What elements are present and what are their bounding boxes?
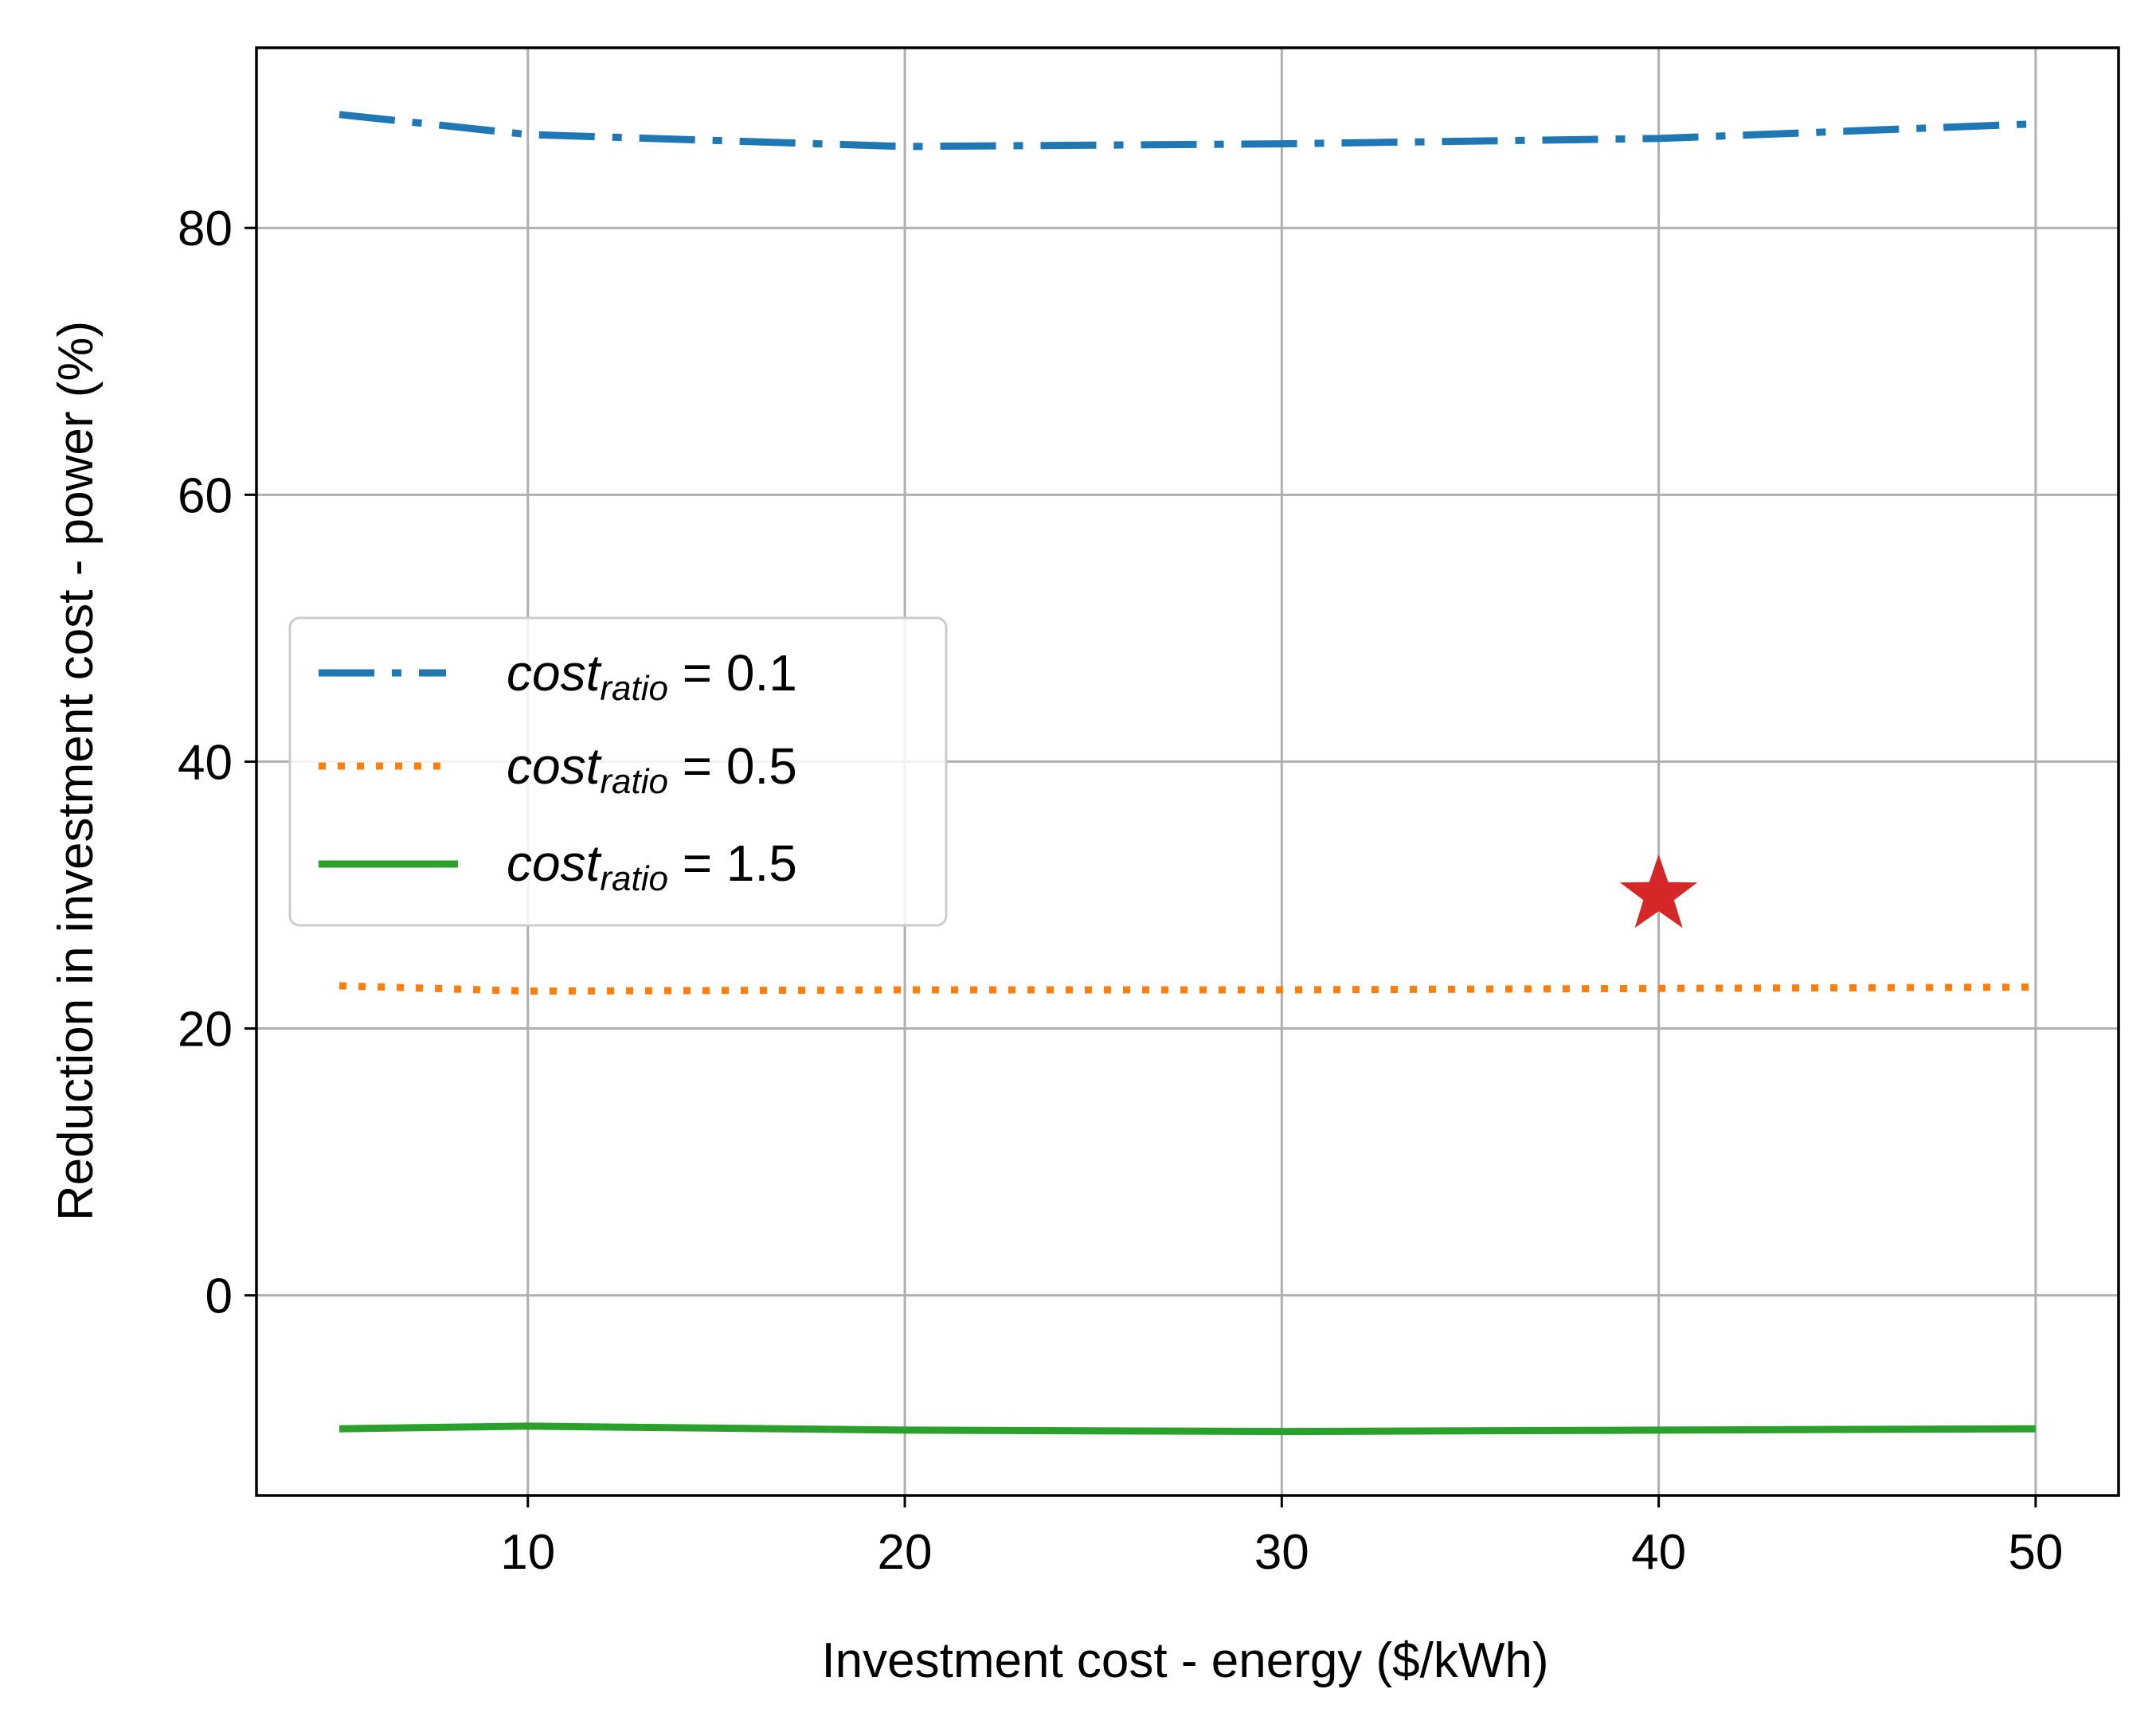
x-tick-label: 50 [2008, 1525, 2063, 1580]
series-line-3 [339, 1422, 2036, 1436]
series-line-1 [338, 111, 2037, 151]
legend-label-value: = 0.1 [668, 644, 797, 702]
star-marker [1619, 854, 1698, 929]
x-tick-label: 10 [500, 1525, 555, 1580]
legend-label-sub: ratio [600, 859, 668, 898]
x-tick-label: 40 [1631, 1525, 1686, 1580]
y-tick-label: 20 [178, 1003, 233, 1058]
highlight-marker [1619, 854, 1698, 929]
series-line-2 [338, 982, 2036, 995]
plot-frame [255, 46, 2120, 1497]
x-tick-label: 30 [1254, 1525, 1309, 1580]
x-axis-label: Investment cost - energy ($/kWh) [821, 1633, 1548, 1688]
legend-label-value: = 1.5 [668, 835, 797, 892]
legend-label-main: cost [507, 644, 602, 702]
axis-ticks: 10 20 30 40 50 0 20 40 60 80 [178, 201, 2063, 1580]
x-tick-label: 20 [878, 1525, 933, 1580]
y-tick-label: 60 [178, 468, 233, 523]
legend-label-sub: ratio [600, 762, 668, 801]
legend-label-main: cost [507, 835, 602, 892]
legend: costratio = 0.1 costratio = 0.5 costrati… [288, 616, 948, 927]
grid [256, 48, 2119, 1496]
legend-label-series-3: costratio = 1.5 [507, 835, 797, 898]
legend-box [288, 616, 948, 927]
legend-label-value: = 0.5 [668, 737, 797, 795]
legend-label-series-2: costratio = 0.5 [507, 737, 797, 801]
legend-label-series-1: costratio = 0.1 [507, 644, 797, 708]
y-axis-label: Reduction in investment cost - power (%) [49, 321, 104, 1221]
y-tick-label: 0 [205, 1269, 233, 1324]
series-lines [338, 111, 2037, 1436]
legend-label-main: cost [507, 737, 602, 795]
legend-label-sub: ratio [600, 669, 668, 708]
y-tick-label: 80 [178, 201, 233, 256]
y-tick-label: 40 [178, 735, 233, 790]
